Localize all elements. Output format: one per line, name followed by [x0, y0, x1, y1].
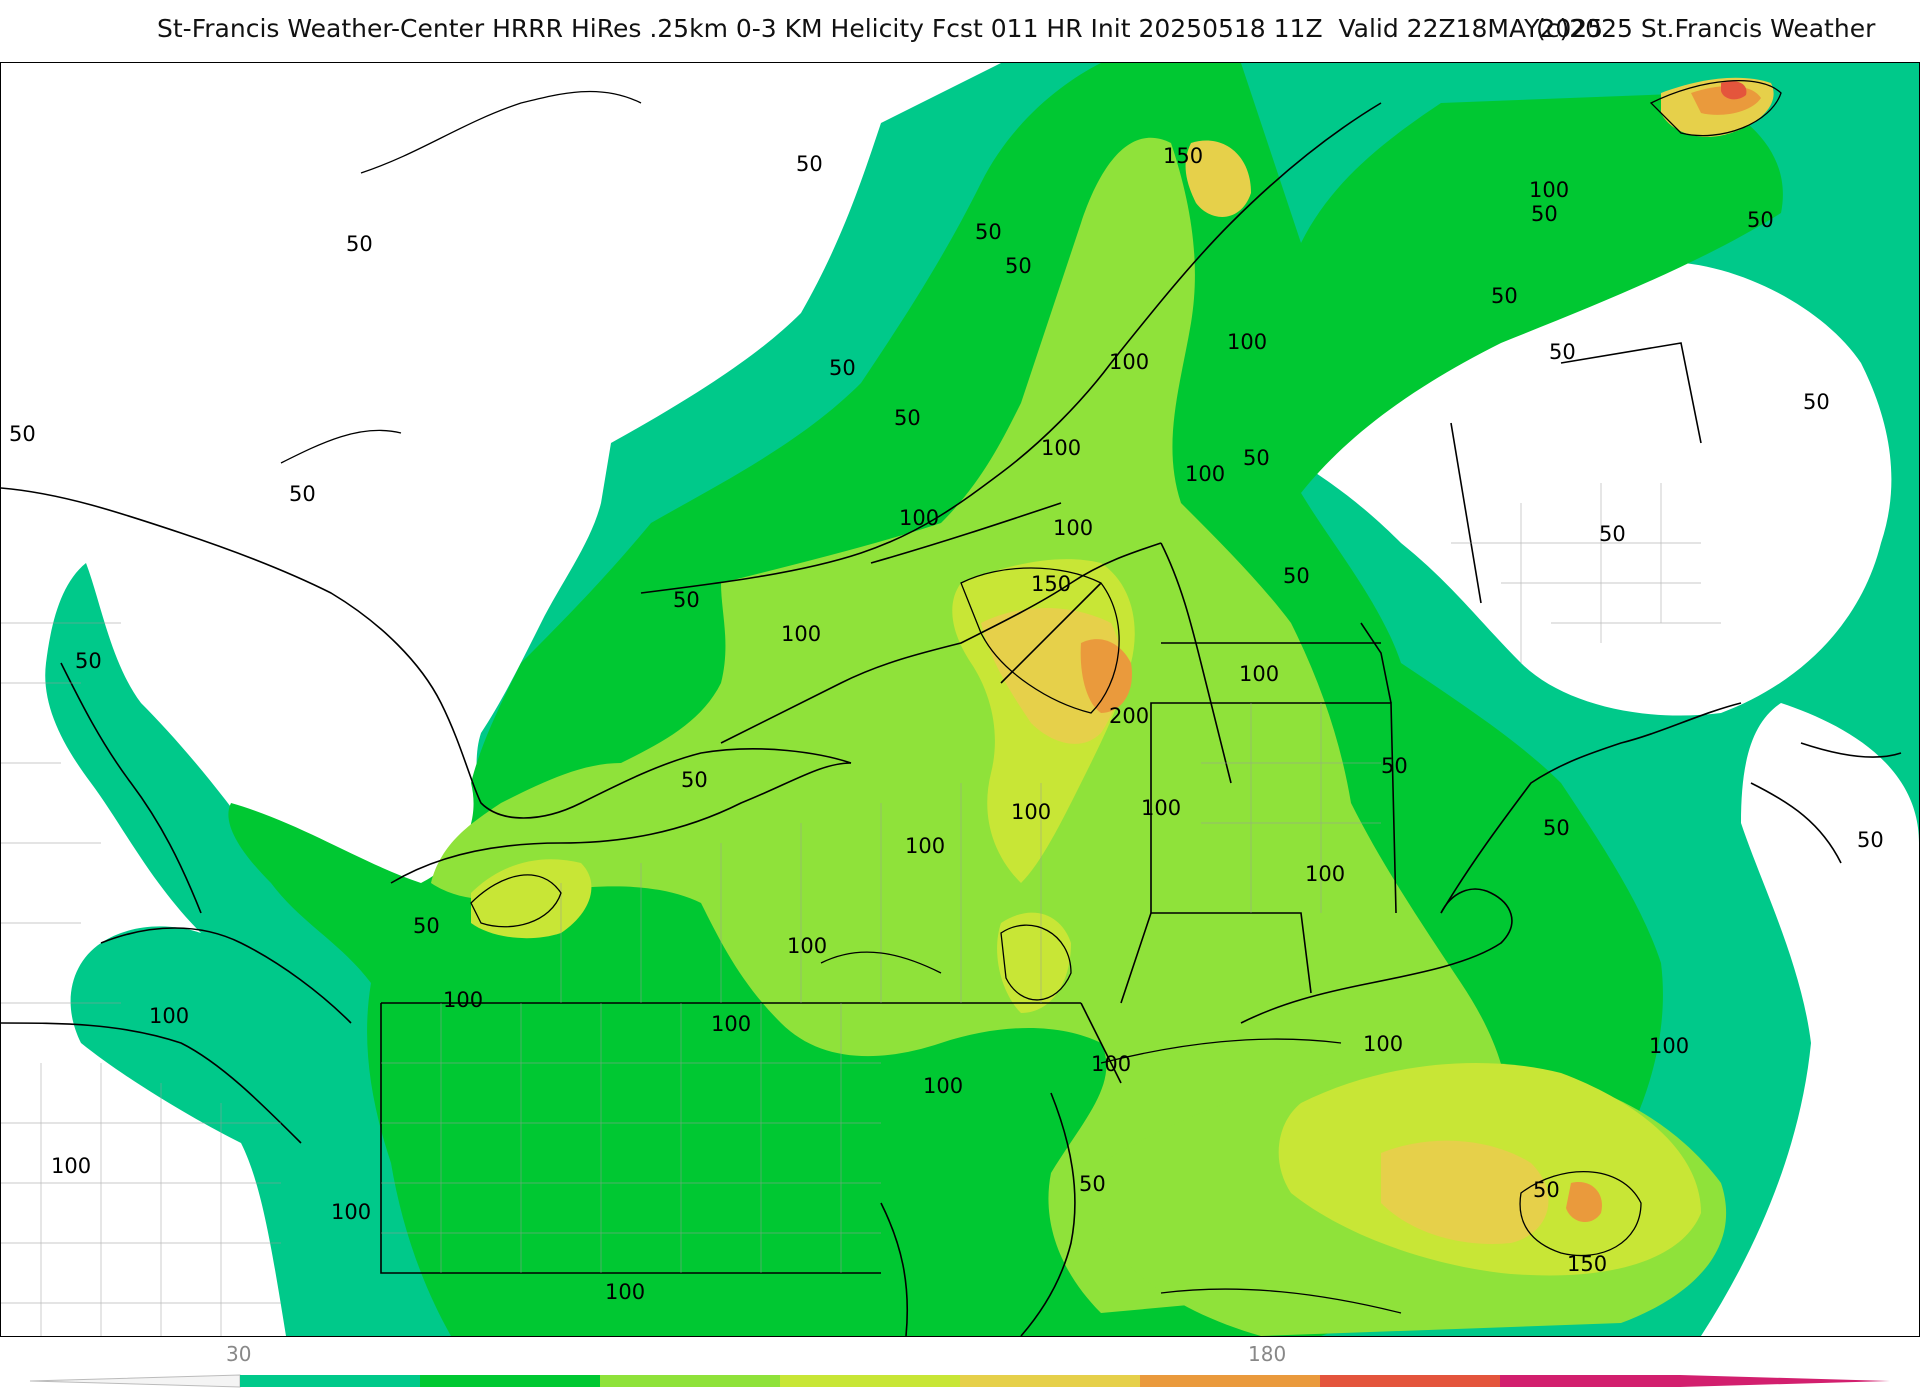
contour-label: 50: [1079, 1172, 1106, 1196]
contour-label: 100: [1011, 800, 1051, 824]
contour-label: 50: [1747, 208, 1774, 232]
contour-label: 100: [711, 1012, 751, 1036]
shade-band-90: [431, 137, 1509, 1314]
contour-label: 50: [1381, 754, 1408, 778]
contour-label: 50: [1243, 446, 1270, 470]
contour-label: 100: [1649, 1034, 1689, 1058]
legend-swatch: [780, 1375, 961, 1387]
contour-labels: 50 50 50 50 50 50 50 50 50 50 50 50 50 5…: [9, 144, 1884, 1304]
contour-label: 150: [1031, 572, 1071, 596]
shade-band-180: [1080, 639, 1132, 713]
contour-label: 100: [1363, 1032, 1403, 1056]
contour-label: 100: [923, 1074, 963, 1098]
contour-label: 150: [1567, 1252, 1607, 1276]
great-lakes-shoreline: [1, 487, 852, 819]
contour-label: 50: [975, 220, 1002, 244]
legend-swatch: [1500, 1375, 1681, 1387]
contour-label: 50: [1857, 828, 1884, 852]
legend-swatch: [1140, 1375, 1321, 1387]
legend-tick-label: 180: [1248, 1342, 1287, 1366]
contour-label: 100: [51, 1154, 91, 1178]
contour-label: 50: [796, 152, 823, 176]
contour-label: 50: [75, 649, 102, 673]
us-canada-border: [720, 542, 1162, 744]
contour-label: 50: [1549, 340, 1576, 364]
legend-upper-arrow: [1680, 1375, 1890, 1387]
contour-label: 100: [605, 1280, 645, 1304]
contour-label: 100: [1091, 1052, 1131, 1076]
legend-swatch: [420, 1375, 601, 1387]
contour-label: 100: [1053, 516, 1093, 540]
county-lines: [1, 483, 1721, 1336]
contour-label: 100: [1305, 862, 1345, 886]
contour-label: 50: [9, 422, 36, 446]
legend-swatch: [960, 1375, 1141, 1387]
contour-label: 100: [781, 622, 821, 646]
contour-label: 100: [905, 834, 945, 858]
contour-label: 50: [829, 356, 856, 380]
contour-label: 50: [1005, 254, 1032, 278]
legend-tick-label: 30: [226, 1342, 252, 1366]
contour-label: 50: [1803, 390, 1830, 414]
contour-label: 50: [1283, 564, 1310, 588]
contour-label: 50: [1543, 816, 1570, 840]
contour-label: 150: [1163, 144, 1203, 168]
contour-label: 200: [1109, 704, 1149, 728]
contour-label: 100: [1239, 662, 1279, 686]
contour-label: 50: [894, 406, 921, 430]
contour-label: 100: [787, 934, 827, 958]
contour-label: 50: [1531, 202, 1558, 226]
contour-label: 100: [1185, 462, 1225, 486]
contour-label: 50: [289, 482, 316, 506]
chart-title-bar: St-Francis Weather-Center HRRR HiRes .25…: [0, 14, 1920, 54]
contour-label: 50: [346, 232, 373, 256]
contour-label: 100: [1227, 330, 1267, 354]
contour-label: 100: [443, 988, 483, 1012]
color-legend: 30 180: [0, 1340, 1920, 1400]
legend-swatch: [600, 1375, 781, 1387]
helicity-contours: [280, 80, 1782, 1314]
legend-lower-arrow: [29, 1374, 241, 1388]
contour-label: 100: [899, 506, 939, 530]
contour-label: 100: [1041, 436, 1081, 460]
contour-label: 50: [1491, 284, 1518, 308]
st-lawrence-river: [640, 102, 1382, 594]
contour-label: 50: [681, 768, 708, 792]
contour-label: 100: [331, 1200, 371, 1224]
contour-label: 100: [149, 1004, 189, 1028]
copyright-credit: (c)2025 St.Francis Weather: [1536, 14, 1876, 43]
legend-swatch: [1320, 1375, 1501, 1387]
contour-label: 100: [1109, 350, 1149, 374]
contour-label: 50: [413, 914, 440, 938]
contour-label: 50: [1599, 522, 1626, 546]
legend-colorbar: [29, 1374, 1890, 1388]
shade-band-210: [1721, 81, 1747, 100]
contour-label: 50: [1533, 1178, 1560, 1202]
contour-label: 100: [1141, 796, 1181, 820]
atlantic-coastline: [1240, 888, 1513, 1024]
chart-title: St-Francis Weather-Center HRRR HiRes .25…: [157, 14, 1604, 43]
helicity-shading: [45, 63, 1919, 1336]
helicity-map: 50 50 50 50 50 50 50 50 50 50 50 50 50 5…: [0, 62, 1920, 1337]
map-canvas: 50 50 50 50 50 50 50 50 50 50 50 50 50 5…: [1, 63, 1919, 1336]
contour-label: 50: [673, 588, 700, 612]
legend-swatch: [240, 1375, 421, 1387]
legend-swatches: [240, 1375, 1681, 1387]
contour-label: 100: [1529, 178, 1569, 202]
